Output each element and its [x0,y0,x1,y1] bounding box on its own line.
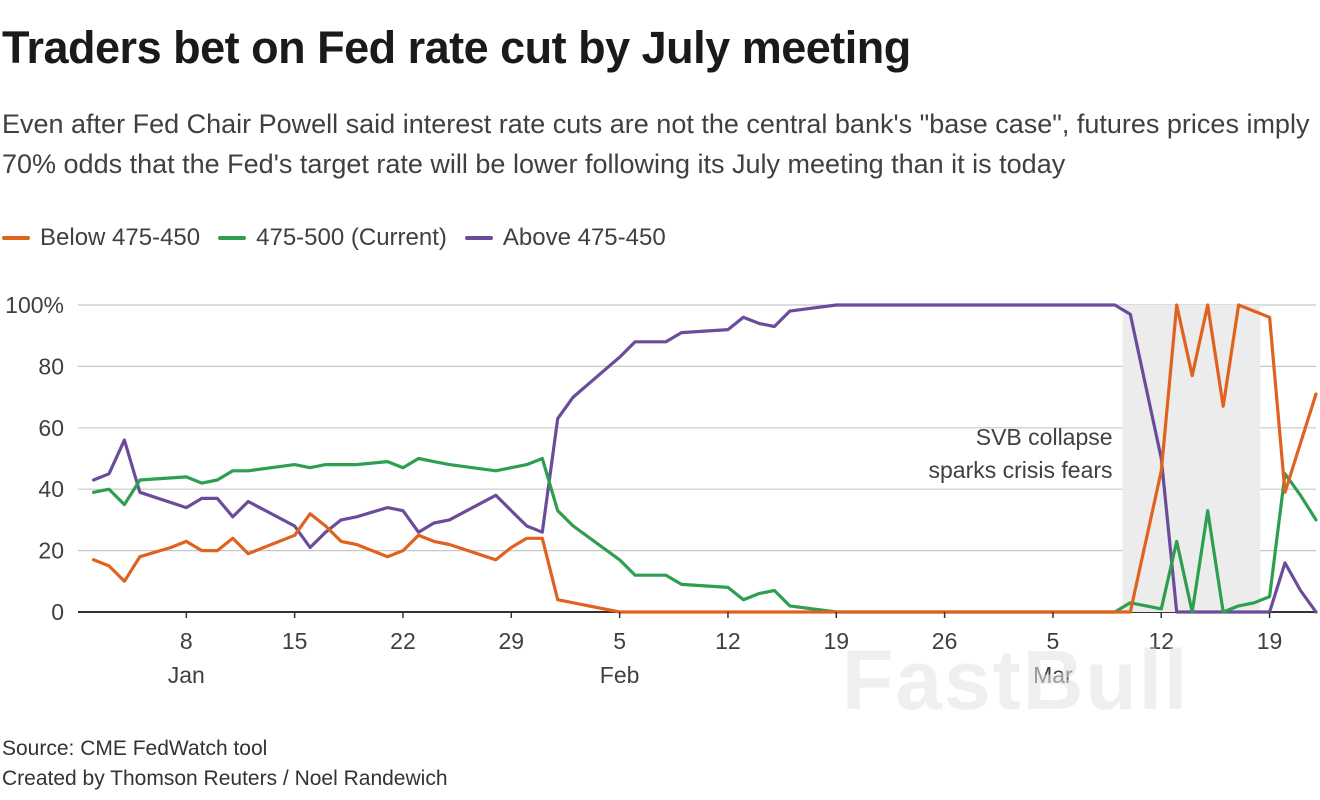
x-tick-label: 26 [932,628,958,654]
x-tick-label: 19 [1257,628,1283,654]
credit-note: Created by Thomson Reuters / Noel Randew… [2,767,448,790]
watermark: FastBull [842,633,1190,727]
shaded-region [1122,305,1261,612]
legend: Below 475-450 475-500 (Current) Above 47… [2,224,666,252]
legend-label-current: 475-500 (Current) [256,224,447,251]
x-month-label: Mar [1033,662,1073,688]
legend-label-below: Below 475-450 [40,224,201,251]
x-tick-label: 12 [1148,628,1174,654]
x-month-label: Jan [168,662,205,688]
x-tick-label: 12 [715,628,741,654]
line-chart: 0 20 40 60 80 100% SVB collapse sparks crisis f… [5,292,1318,688]
x-tick-label: 29 [499,628,525,654]
x-tick-label: 15 [282,628,308,654]
svb-collapse-band [1122,305,1261,612]
source-note: Source: CME FedWatch tool [2,737,268,760]
legend-label-above: Above 475-450 [502,224,666,251]
x-tick-label: 8 [180,628,193,654]
y-tick-label: 0 [51,599,64,625]
legend-item-above: Above 475-450 [464,224,666,252]
annotation-line: SVB collapse [976,424,1113,450]
y-tick-label: 60 [38,415,64,441]
legend-swatch-current [218,236,247,240]
x-tick-label: 19 [823,628,849,654]
chart-title: Traders bet on Fed rate cut by July meet… [2,22,911,73]
x-tick-label: 5 [613,628,626,654]
axis-labels: 0 20 40 60 80 100% SVB collapse sparks crisis f… [5,292,1282,688]
x-tick-label: 22 [390,628,416,654]
y-tick-label: 80 [38,353,64,379]
y-tick-label: 100% [5,292,64,318]
series-line-above-475-450 [91,303,1318,614]
annotation-line: sparks crisis fears [929,457,1113,483]
legend-item-below: Below 475-450 [2,224,200,252]
legend-item-current: 475-500 (Current) [218,224,447,252]
series-line-475-500-current [91,456,1318,614]
y-tick-label: 40 [38,476,64,502]
x-month-label: Feb [600,662,640,688]
legend-swatch-above [464,236,493,240]
x-tick-label: 5 [1047,628,1060,654]
legend-swatch-below [2,236,30,240]
y-tick-label: 20 [38,538,64,564]
chart-subtitle: Even after Fed Chair Powell said interes… [2,109,1310,179]
